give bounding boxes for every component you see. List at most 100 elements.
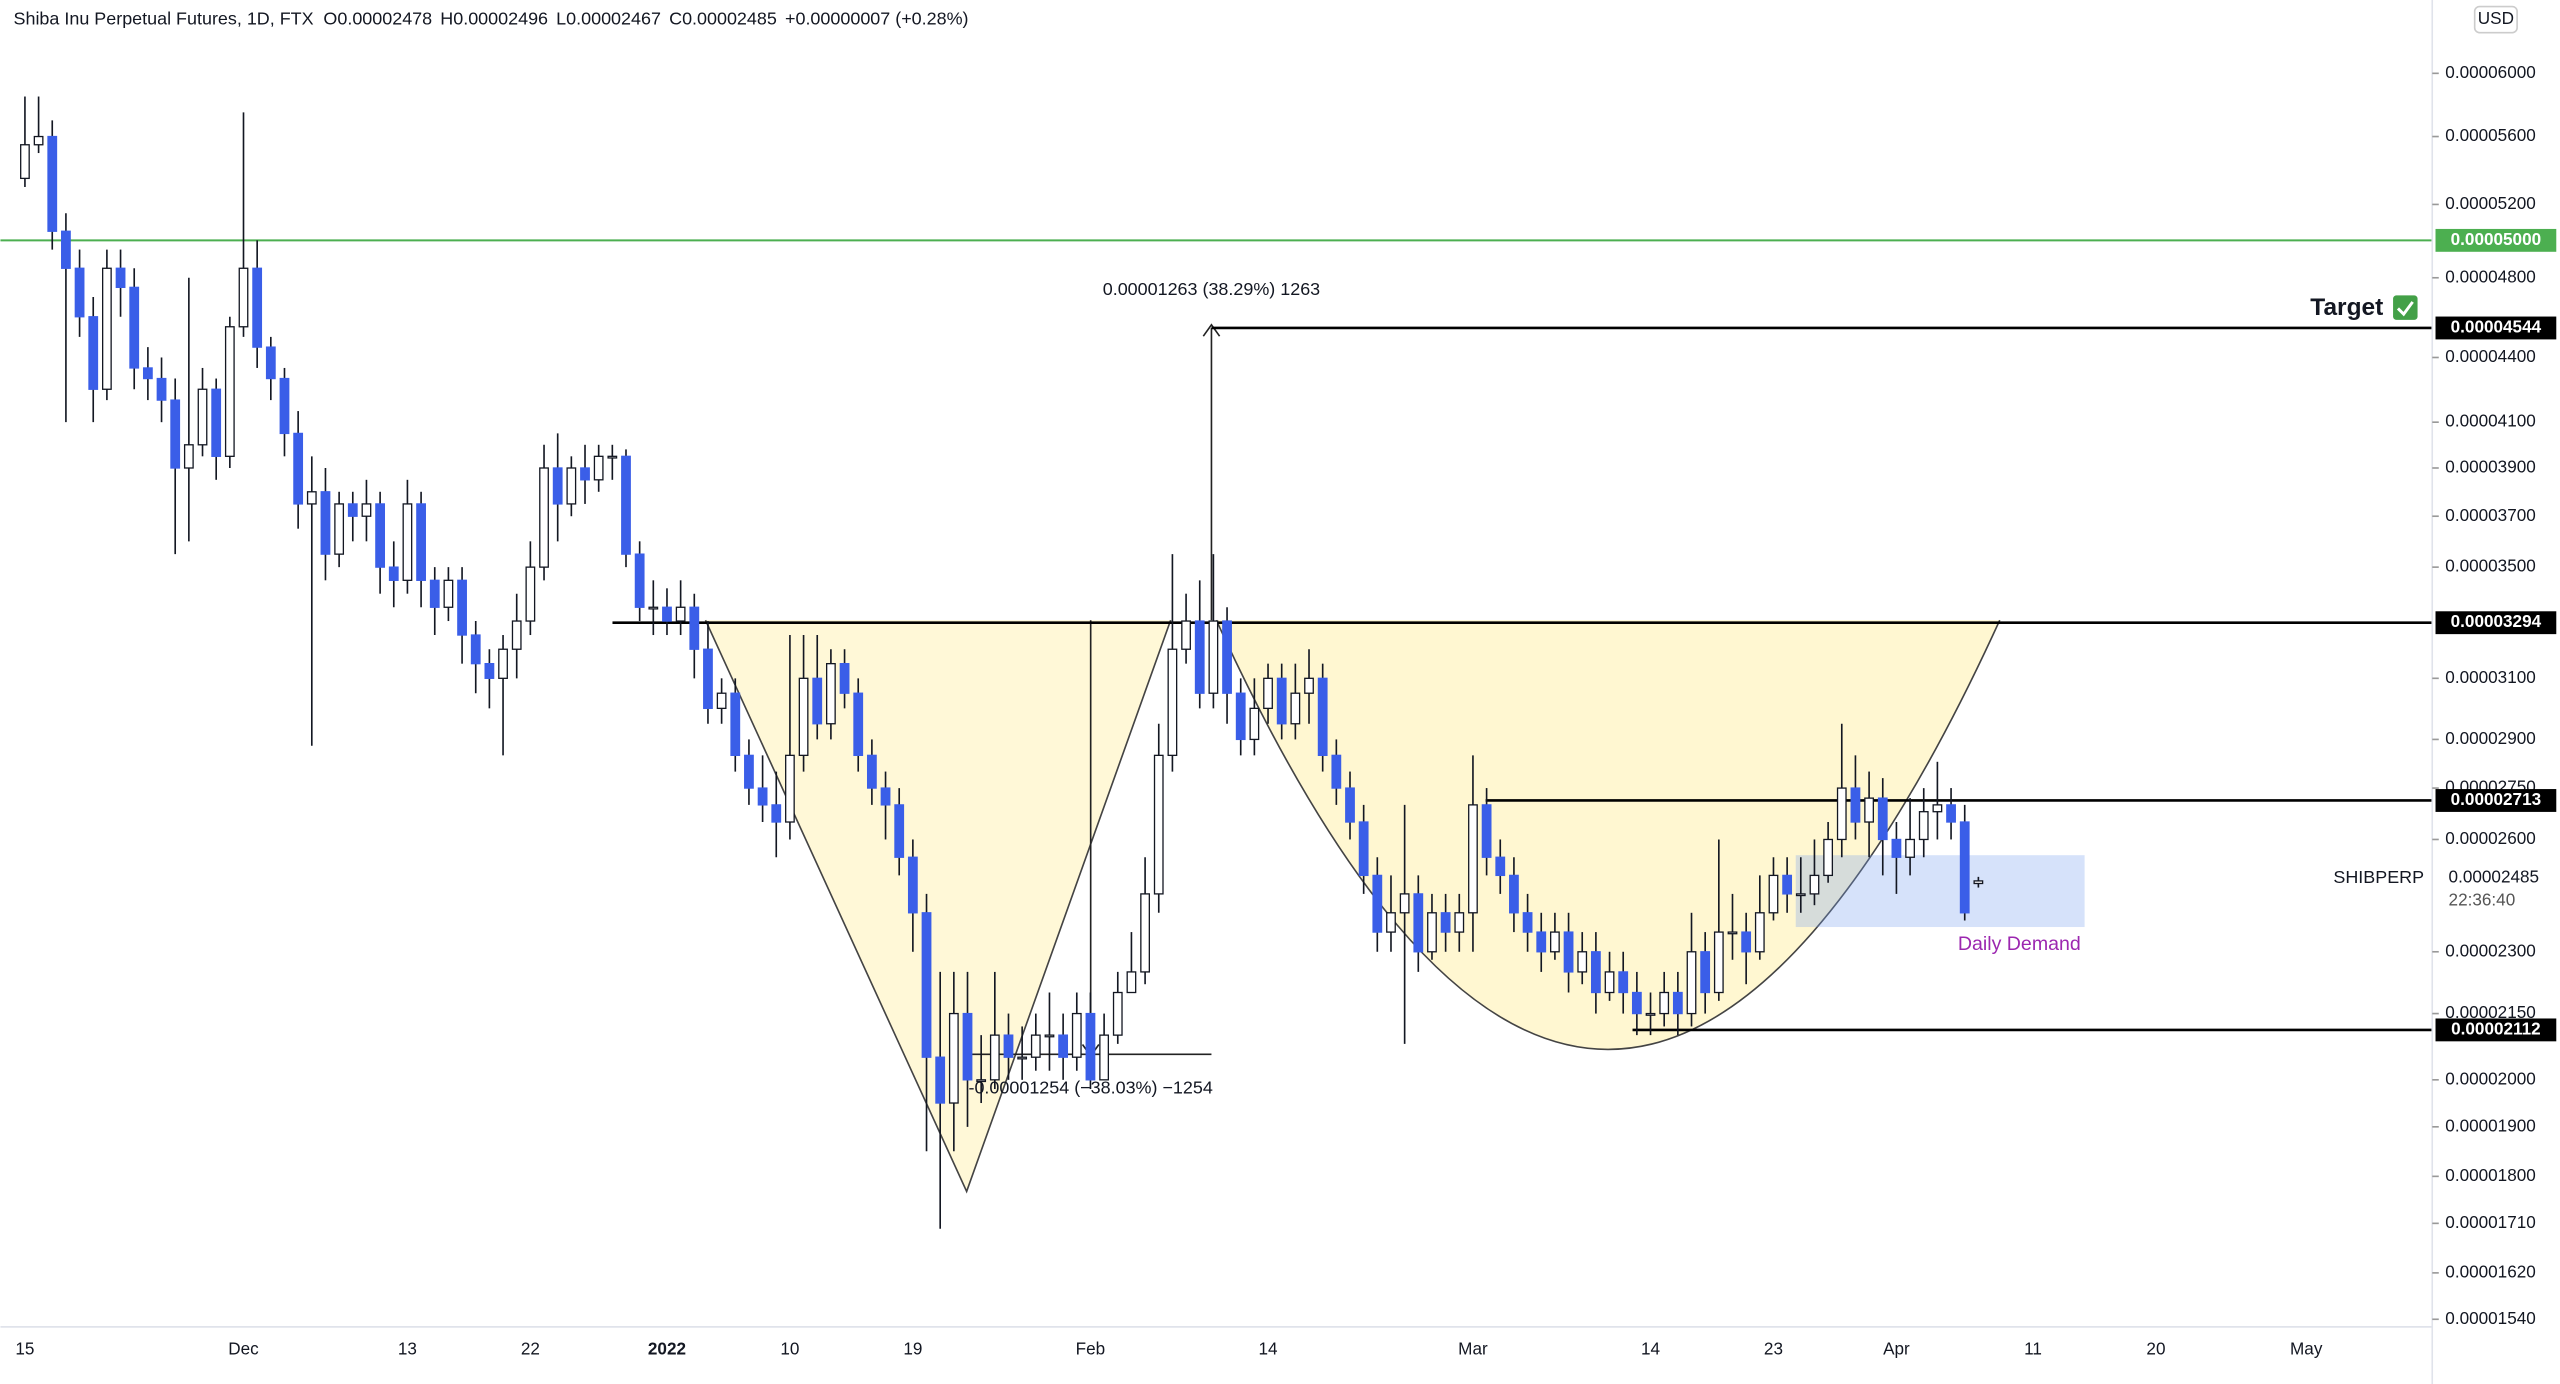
measure-up-label: 0.00001263 (38.29%) 1263 <box>1103 279 1320 299</box>
candle-body <box>1946 804 1956 823</box>
candle-body <box>744 754 754 789</box>
candle-body <box>593 455 604 481</box>
y-tick-label: 0.00006000 <box>2445 62 2535 82</box>
candle-body <box>1604 971 1615 994</box>
candle-body <box>1577 951 1588 973</box>
candle-body <box>1891 838 1902 858</box>
level-label-box <box>2435 789 2557 812</box>
candle-body <box>1167 648 1178 757</box>
candle-body <box>197 388 208 446</box>
candle-body <box>648 606 659 610</box>
level-label-box <box>2435 611 2557 635</box>
level-label: 0.00003294 <box>2451 611 2542 631</box>
candle-body <box>1850 787 1861 823</box>
y-tick-label: 0.00001620 <box>2445 1261 2535 1281</box>
candle-body <box>375 503 386 568</box>
candle-body <box>1304 677 1314 694</box>
x-tick-label: 10 <box>780 1338 799 1358</box>
x-tick-label: 11 <box>2024 1338 2042 1358</box>
y-tick-label: 0.00001900 <box>2445 1115 2535 1135</box>
candle-body <box>1331 754 1342 789</box>
y-tick-label: 0.00003700 <box>2445 505 2535 525</box>
y-tick-label: 0.00001710 <box>2445 1212 2535 1232</box>
countdown: 22:36:40 <box>2449 889 2516 909</box>
candle-body <box>1618 971 1629 994</box>
currency-box[interactable] <box>2473 5 2518 34</box>
candle-body <box>1454 912 1465 933</box>
candle-body <box>61 230 71 269</box>
candle-body <box>962 1012 973 1081</box>
candle-body <box>1468 804 1478 914</box>
candle-body <box>320 491 331 555</box>
candle-body <box>1631 991 1642 1015</box>
candle-body <box>1317 677 1328 757</box>
level-label-box <box>2435 1018 2557 1042</box>
candle-body <box>306 491 317 505</box>
candle-body <box>74 267 85 318</box>
candle-body <box>1194 620 1205 694</box>
y-tick-label: 0.00003900 <box>2445 457 2535 477</box>
candle-body <box>1590 951 1601 994</box>
candle-body <box>1823 838 1834 877</box>
candle-body <box>1973 880 1984 885</box>
level-label: 0.00004544 <box>2451 317 2542 337</box>
candle-body <box>1741 931 1752 953</box>
header: Shiba Inu Perpetual Futures, 1D, FTX O0.0… <box>14 8 969 28</box>
x-tick-label: 2022 <box>648 1338 686 1358</box>
candle-body <box>1003 1034 1014 1058</box>
candle-body <box>539 467 549 568</box>
candle-body <box>812 677 823 725</box>
candle-body <box>129 286 140 369</box>
y-tick-label: 0.00003500 <box>2445 556 2535 576</box>
candle-body <box>1208 620 1219 694</box>
drawings <box>704 323 2085 1194</box>
candle-body <box>457 579 467 636</box>
candle-body <box>33 135 44 146</box>
triangle-pattern <box>705 620 1171 1192</box>
candle-body <box>88 316 99 390</box>
candle-body <box>730 692 741 757</box>
currency[interactable]: USD <box>2478 8 2514 28</box>
candle-body <box>785 754 795 823</box>
candle-body <box>757 787 768 806</box>
candle-body <box>771 804 782 823</box>
candle-body <box>293 432 304 505</box>
y-tick-label: 0.00004400 <box>2445 346 2535 366</box>
candle-body <box>1126 971 1137 994</box>
candle-body <box>1140 893 1150 973</box>
candle-body <box>826 663 836 725</box>
candle-body <box>1399 893 1410 914</box>
candle-body <box>279 377 290 435</box>
candle-body <box>552 467 563 505</box>
candle-body <box>429 579 440 608</box>
candle-body <box>1918 811 1929 841</box>
y-tick-label: 0.00002300 <box>2445 940 2535 960</box>
candle-body <box>1550 931 1560 953</box>
candle-body <box>1153 754 1164 895</box>
demand-zone <box>1795 855 2085 928</box>
candle-body <box>607 455 618 459</box>
candle-body <box>1836 787 1847 841</box>
candle-body <box>1345 787 1355 823</box>
target-label: Target <box>2310 294 2383 321</box>
candle-body <box>1017 1056 1028 1060</box>
candle-body <box>470 634 481 665</box>
y-tick-label: 0.00004800 <box>2445 266 2535 286</box>
level-label-box <box>2435 316 2557 340</box>
candle-body <box>511 620 522 650</box>
candle-body <box>1809 874 1820 895</box>
candle-body <box>662 606 672 622</box>
candle-body <box>334 503 345 555</box>
candle-body <box>47 135 58 232</box>
candle-body <box>361 503 372 517</box>
candle-body <box>211 388 222 457</box>
candle-body <box>347 503 358 517</box>
x-tick-label: 14 <box>1259 1338 1279 1358</box>
candle-body <box>170 399 181 469</box>
x-tick-label: 14 <box>1641 1338 1661 1358</box>
x-tick-label: Dec <box>228 1338 259 1358</box>
levels <box>0 239 2433 1032</box>
candle-body <box>1509 874 1519 914</box>
